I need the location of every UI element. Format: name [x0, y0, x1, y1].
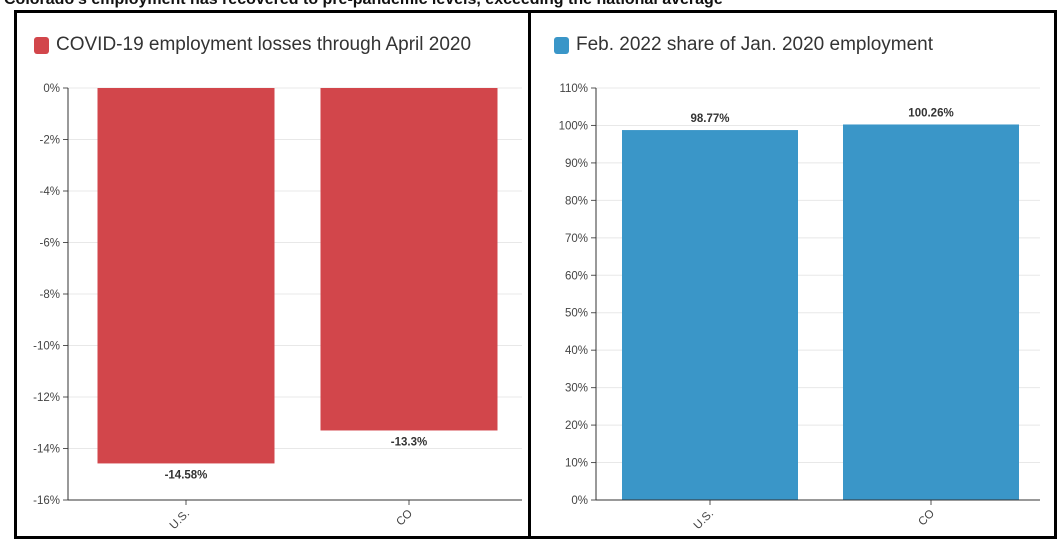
right-y-tick-label: 20%: [565, 420, 588, 432]
left-data-label-0: -14.58%: [165, 469, 208, 481]
right-y-tick-label: 80%: [565, 195, 588, 207]
right-y-tick-label: 60%: [565, 270, 588, 282]
left-y-tick-label: -12%: [33, 392, 60, 404]
right-bar-1: [843, 124, 1019, 501]
left-y-tick-label: -14%: [33, 444, 60, 456]
right-y-tick-label: 100%: [559, 120, 588, 132]
right-y-tick-label: 70%: [565, 233, 588, 245]
right-x-tick-label: U.S.: [692, 508, 716, 532]
left-chart-legend: COVID-19 employment losses through April…: [34, 34, 471, 56]
right-y-tick-label: 0%: [571, 495, 588, 507]
right-chart-legend: Feb. 2022 share of Jan. 2020 employment: [554, 34, 933, 56]
left-y-tick-label: -16%: [33, 495, 60, 507]
left-x-tick-label: CO: [394, 508, 415, 529]
left-y-tick-label: -2%: [40, 135, 60, 147]
left-bar-1: [320, 88, 498, 431]
left-y-tick-label: -10%: [33, 341, 60, 353]
left-data-label-1: -13.3%: [391, 436, 427, 448]
right-x-tick-label: CO: [916, 508, 937, 529]
left-y-tick-label: 0%: [43, 83, 60, 95]
left-legend-swatch: [34, 36, 49, 54]
left-x-tick-label: U.S.: [168, 508, 192, 532]
left-y-tick-label: -8%: [40, 289, 60, 301]
left-chart-title: COVID-19 employment losses through April…: [56, 34, 472, 55]
left-y-tick-label: -4%: [40, 186, 60, 198]
top-caption-text: Colorado's employment has recovered to p…: [4, 0, 723, 9]
top-caption-strip: Colorado's employment has recovered to p…: [0, 0, 1062, 10]
right-data-label-1: 100.26%: [908, 107, 953, 119]
right-y-tick-label: 110%: [559, 83, 588, 95]
right-y-tick-label: 40%: [565, 345, 588, 357]
right-chart-title: Feb. 2022 share of Jan. 2020 employment: [576, 34, 934, 55]
right-bar-0: [622, 130, 798, 500]
right-data-label-0: 98.77%: [690, 113, 729, 125]
right-y-tick-label: 10%: [565, 458, 588, 470]
right-y-tick-label: 50%: [565, 308, 588, 320]
left-bar-0: [97, 88, 275, 464]
right-legend-swatch: [554, 36, 569, 54]
right-y-tick-label: 30%: [565, 383, 588, 395]
right-y-tick-label: 90%: [565, 158, 588, 170]
left-y-tick-label: -6%: [40, 238, 60, 250]
panel-divider: [528, 10, 531, 539]
